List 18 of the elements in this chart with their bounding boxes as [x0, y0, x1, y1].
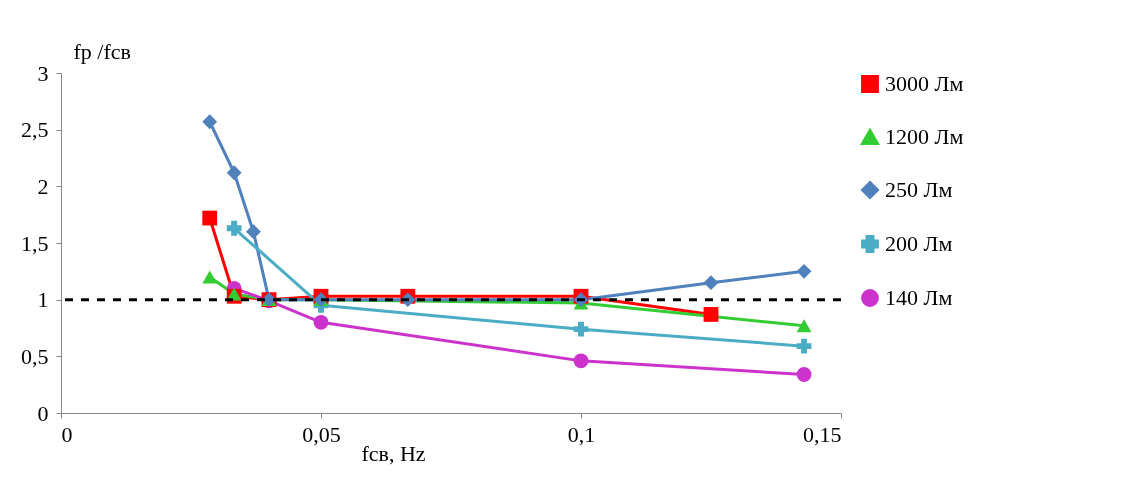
y-tick-label: 2,5 — [21, 117, 49, 143]
y-tick-label: 0,5 — [21, 343, 49, 369]
y-tick-label: 2 — [37, 173, 49, 199]
legend-label: 3000 Лм — [885, 71, 964, 96]
x-axis-title: fсв, Hz — [361, 440, 426, 466]
x-tick-label: 0 — [61, 421, 73, 447]
legend-label: 250 Лм — [885, 177, 953, 202]
legend-label: 1200 Лм — [885, 124, 964, 149]
x-tick-label: 0,05 — [302, 421, 341, 447]
y-tick-label: 1,5 — [21, 230, 49, 256]
y-tick-label: 3 — [37, 60, 49, 86]
legend-label: 200 Лм — [885, 231, 953, 256]
legend-label: 140 Лм — [885, 285, 953, 310]
y-tick-label: 1 — [37, 287, 49, 313]
y-axis-title: fp /fсв — [73, 38, 131, 64]
x-tick-label: 0,1 — [567, 421, 596, 447]
y-tick-label: 0 — [37, 400, 49, 426]
x-tick-label: 0,15 — [803, 421, 842, 447]
